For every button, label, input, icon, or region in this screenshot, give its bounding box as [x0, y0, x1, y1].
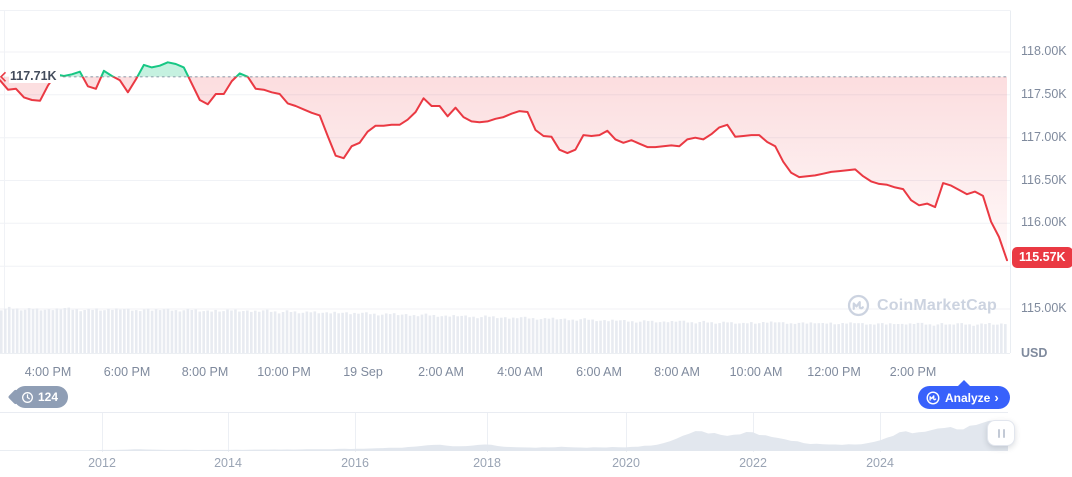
x-tick-label: 4:00 PM: [24, 365, 72, 379]
watermark-text: CoinMarketCap: [877, 296, 997, 314]
price-line-below-open: [0, 76, 1008, 262]
coinmarketcap-logo-icon: [847, 294, 870, 317]
y-tick-label: 117.50K: [1021, 86, 1067, 101]
x-tick-label: 6:00 PM: [103, 365, 151, 379]
x-tick-label: 8:00 AM: [654, 365, 700, 379]
x-tick-label: 4:00 AM: [497, 365, 543, 379]
analyze-label: Analyze: [945, 390, 991, 405]
x-tick-label: 2:00 AM: [418, 365, 464, 379]
x-tick-label: 2:00 PM: [889, 365, 937, 379]
year-label: 2018: [473, 456, 501, 470]
timeline-scrubber-handle[interactable]: [987, 420, 1015, 446]
y-tick-label: 117.00K: [1021, 129, 1067, 144]
year-label: 2016: [341, 456, 369, 470]
x-tick-label: 10:00 PM: [257, 365, 311, 379]
year-label: 2014: [214, 456, 242, 470]
year-label: 2024: [866, 456, 894, 470]
year-label: 2020: [612, 456, 640, 470]
handle-grip-bar: [1002, 428, 1005, 438]
loss-area: [0, 76, 1007, 261]
analyze-button[interactable]: Analyze ›: [918, 386, 1010, 409]
x-tick-label: 10:00 AM: [729, 365, 783, 379]
history-area: [0, 420, 1008, 451]
chevron-right-icon: ›: [994, 390, 999, 405]
coinmarketcap-watermark: CoinMarketCap: [847, 294, 997, 317]
viewers-count: 124: [38, 390, 59, 404]
x-tick-label: 6:00 AM: [576, 365, 622, 379]
y-tick-label: 116.00K: [1021, 215, 1067, 230]
currency-label: USD: [1021, 346, 1048, 360]
price-chart[interactable]: [0, 0, 1012, 356]
x-tick-label: 12:00 PM: [807, 365, 861, 379]
year-label: 2012: [88, 456, 116, 470]
y-tick-label: 116.50K: [1021, 172, 1067, 187]
volume-bars: [0, 306, 1007, 353]
open-price-label: 117.71K: [9, 69, 60, 83]
y-tick-label: 115.00K: [1021, 301, 1067, 315]
x-tick-label: 19 Sep: [343, 365, 383, 379]
viewers-badge: 124: [14, 386, 69, 408]
coinmarketcap-logo-icon: [926, 391, 940, 404]
timeline-minimap[interactable]: [0, 412, 1008, 452]
handle-grip-bar: [997, 428, 1000, 438]
year-label: 2022: [739, 456, 767, 470]
last-price-badge: 115.57K: [1012, 247, 1072, 268]
clock-icon: [22, 391, 33, 403]
y-tick-label: 118.00K: [1021, 44, 1067, 58]
x-tick-label: 8:00 PM: [181, 365, 229, 379]
price-line-above-open: [52, 61, 249, 77]
